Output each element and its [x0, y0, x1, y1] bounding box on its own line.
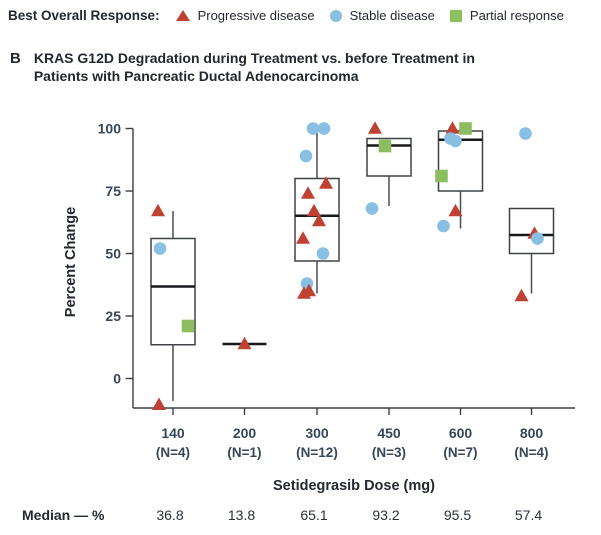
median-value: 36.8: [156, 507, 183, 523]
stable-disease-point: [153, 242, 167, 255]
legend: Best Overall Response: Progressive disea…: [8, 8, 579, 23]
box: [508, 207, 555, 255]
progressive-disease-point: [319, 176, 333, 189]
x-tick-label-dose: 200: [233, 425, 257, 441]
x-tick-label-dose: 140: [161, 425, 185, 441]
stable-disease-point: [444, 132, 457, 145]
x-tick-label-n: (N=7): [443, 445, 477, 460]
median-value: 95.5: [444, 507, 471, 523]
median-value: 57.4: [515, 507, 542, 523]
progressive-disease-point: [368, 121, 382, 134]
x-tick-label-dose: 600: [449, 425, 473, 441]
panel-title: B KRAS G12D Degradation during Treatment…: [10, 50, 475, 85]
x-tick-label-n: (N=12): [296, 445, 338, 460]
panel-title-line1: KRAS G12D Degradation during Treatment v…: [33, 50, 475, 66]
x-tick-label-n: (N=4): [156, 445, 190, 460]
x-tick-label-n: (N=4): [514, 445, 548, 460]
partial-response-point: [459, 122, 472, 135]
y-tick-label: 75: [105, 183, 121, 199]
x-tick-label-dose: 450: [377, 425, 401, 441]
legend-item-progressive-disease: Progressive disease: [175, 8, 315, 23]
panel-title-line2: Patients with Pancreatic Ductal Adenocar…: [33, 67, 359, 84]
median-value: 65.1: [300, 507, 327, 523]
progressive-disease-point: [448, 203, 463, 217]
x-tick-label-n: (N=3): [372, 445, 406, 460]
partial-response-square-icon: [449, 9, 462, 22]
progressive-disease-point: [301, 186, 315, 199]
legend-title: Best Overall Response:: [8, 8, 160, 23]
legend-item-partial-response: Partial response: [449, 8, 564, 23]
stable-disease-point: [437, 219, 450, 233]
partial-response-point: [435, 169, 448, 183]
y-tick-label: 100: [98, 120, 122, 136]
stable-disease-point: [306, 122, 320, 135]
median-value: 93.2: [372, 507, 399, 523]
progressive-disease-point: [237, 336, 252, 350]
legend-item-label: Progressive disease: [197, 8, 315, 23]
legend-item-label: Stable disease: [349, 8, 435, 23]
legend-item-label: Partial response: [469, 8, 564, 23]
y-axis-label: Percent Change: [63, 207, 79, 317]
x-tick-label-n: (N=1): [227, 445, 261, 460]
panel-letter: B: [10, 50, 21, 67]
partial-response-point: [378, 139, 392, 153]
progressive-disease-point: [312, 213, 326, 227]
stable-disease-point: [365, 202, 379, 215]
x-tick-label-dose: 800: [520, 425, 544, 441]
stable-disease-point: [316, 247, 330, 260]
progressive-disease-triangle-icon: [175, 10, 190, 21]
y-tick-label: 0: [113, 370, 121, 386]
stable-disease-point: [531, 232, 544, 245]
x-axis-label: Setidegrasib Dose (mg): [273, 478, 435, 494]
stable-disease-point: [519, 127, 532, 140]
legend-item-stable-disease: Stable disease: [329, 8, 435, 23]
progressive-disease-point: [152, 397, 166, 410]
progressive-disease-point: [151, 203, 165, 217]
panel-title-text: KRAS G12D Degradation during Treatment v…: [34, 50, 475, 85]
progressive-disease-point: [445, 121, 460, 134]
x-tick-label-dose: 300: [305, 425, 329, 441]
progressive-disease-point: [514, 288, 529, 302]
stable-disease-circle-icon: [329, 9, 342, 22]
stable-disease-point: [317, 122, 331, 135]
median-row-label: Median — %: [22, 507, 105, 523]
progressive-disease-point: [307, 203, 321, 217]
progressive-disease-point: [296, 231, 310, 244]
partial-response-point: [181, 319, 195, 333]
y-tick-label: 50: [105, 245, 121, 261]
progressive-disease-point: [297, 286, 311, 299]
y-tick-label: 25: [105, 308, 121, 324]
stable-disease-point: [299, 149, 313, 163]
median-value: 13.8: [228, 507, 255, 523]
